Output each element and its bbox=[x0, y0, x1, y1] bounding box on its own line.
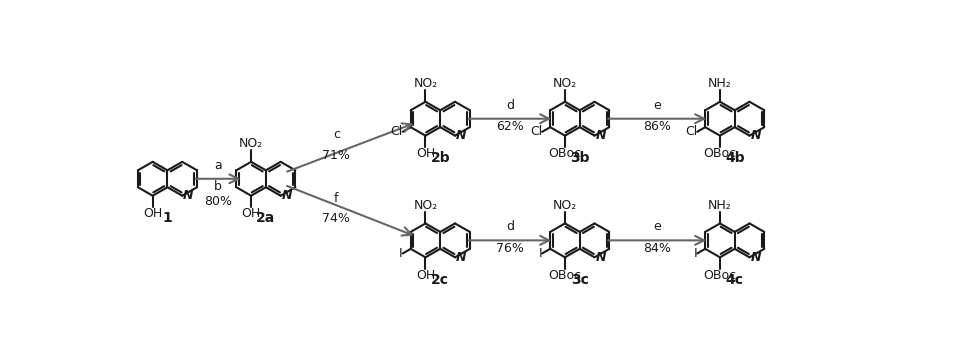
Text: 1: 1 bbox=[163, 211, 172, 225]
Text: I: I bbox=[694, 247, 697, 260]
Text: N: N bbox=[281, 189, 292, 202]
Text: f: f bbox=[334, 192, 339, 205]
Text: 71%: 71% bbox=[322, 149, 350, 162]
Text: c: c bbox=[333, 129, 340, 142]
Text: 2b: 2b bbox=[430, 151, 450, 165]
Text: NH₂: NH₂ bbox=[709, 199, 732, 212]
Text: NO₂: NO₂ bbox=[553, 77, 577, 90]
Text: N: N bbox=[595, 251, 606, 264]
Text: 3b: 3b bbox=[570, 151, 590, 165]
Text: 86%: 86% bbox=[643, 120, 671, 133]
Text: NH₂: NH₂ bbox=[709, 77, 732, 90]
Text: Cl: Cl bbox=[530, 125, 542, 138]
Text: 74%: 74% bbox=[322, 212, 350, 225]
Text: 62%: 62% bbox=[496, 120, 524, 133]
Text: 76%: 76% bbox=[496, 242, 524, 255]
Text: OH: OH bbox=[416, 147, 435, 160]
Text: a: a bbox=[215, 159, 222, 172]
Text: N: N bbox=[751, 251, 760, 264]
Text: NO₂: NO₂ bbox=[414, 199, 438, 212]
Text: Cl: Cl bbox=[685, 125, 697, 138]
Text: d: d bbox=[506, 221, 514, 233]
Text: OBoc: OBoc bbox=[704, 147, 737, 160]
Text: 3c: 3c bbox=[570, 273, 589, 287]
Text: OH: OH bbox=[416, 269, 435, 282]
Text: OBoc: OBoc bbox=[704, 269, 737, 282]
Text: 4b: 4b bbox=[725, 151, 745, 165]
Text: d: d bbox=[506, 99, 514, 112]
Text: NO₂: NO₂ bbox=[553, 199, 577, 212]
Text: NO₂: NO₂ bbox=[239, 137, 264, 150]
Text: OH: OH bbox=[143, 207, 163, 220]
Text: OBoc: OBoc bbox=[549, 147, 581, 160]
Text: OBoc: OBoc bbox=[549, 269, 581, 282]
Text: 4c: 4c bbox=[726, 273, 744, 287]
Text: I: I bbox=[539, 247, 542, 260]
Text: I: I bbox=[399, 247, 403, 260]
Text: N: N bbox=[183, 189, 193, 202]
Text: e: e bbox=[654, 221, 662, 233]
Text: 2a: 2a bbox=[256, 211, 275, 225]
Text: e: e bbox=[654, 99, 662, 112]
Text: N: N bbox=[751, 129, 760, 142]
Text: 84%: 84% bbox=[643, 242, 671, 255]
Text: N: N bbox=[456, 251, 466, 264]
Text: NO₂: NO₂ bbox=[414, 77, 438, 90]
Text: b
80%: b 80% bbox=[204, 180, 232, 208]
Text: OH: OH bbox=[241, 207, 261, 220]
Text: N: N bbox=[595, 129, 606, 142]
Text: Cl: Cl bbox=[390, 125, 403, 138]
Text: 2c: 2c bbox=[431, 273, 449, 287]
Text: N: N bbox=[456, 129, 466, 142]
